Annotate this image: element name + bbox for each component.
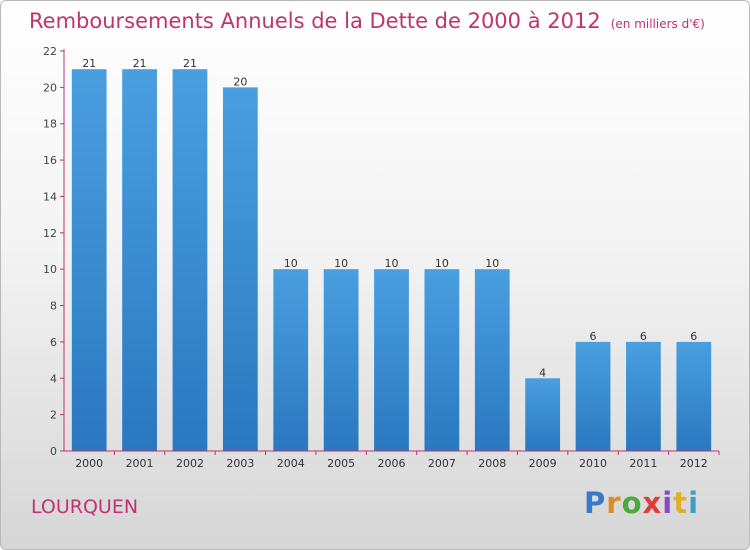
bar-2011: [626, 341, 661, 451]
x-tick-label: 2007: [428, 457, 456, 470]
chart-title-text: Remboursements Annuels de la Dette de 20…: [29, 9, 601, 33]
logo-letter: t: [673, 486, 689, 520]
y-tick-label: 0: [50, 445, 57, 458]
bars-group: 21 21 21 20 10 10 10 10 10 4 6 6 6: [71, 57, 712, 451]
bar-value-label: 10: [284, 257, 298, 270]
bar-value-label: 10: [385, 257, 399, 270]
bar-2004: [273, 269, 309, 451]
bar-value-label: 10: [435, 257, 449, 270]
logo-letter: P: [584, 486, 607, 520]
y-tick-label: 20: [43, 81, 57, 94]
y-tick-label: 6: [50, 336, 57, 349]
bar-2005: [323, 269, 359, 451]
bar-2000: [71, 69, 107, 451]
x-tick-label: 2010: [579, 457, 607, 470]
x-tick-label: 2006: [378, 457, 406, 470]
bar-value-label: 4: [539, 366, 546, 379]
logo-letter: x: [642, 486, 663, 520]
x-tick-label: 2012: [680, 457, 708, 470]
x-tick-label: 2002: [176, 457, 204, 470]
y-tick-label: 14: [43, 190, 57, 203]
x-axis: 2000 2001 2002 2003 2004 2005 2006 2007 2008 2009…: [64, 450, 720, 470]
chart-title: Remboursements Annuels de la Dette de 20…: [29, 9, 705, 33]
y-axis: 0 2 4 6 8 10 12 14 16 18 20 22: [43, 45, 65, 458]
proxiti-logo: Proxiti: [584, 486, 699, 520]
x-tick-label: 2000: [75, 457, 103, 470]
logo-letter: i: [662, 486, 674, 520]
bar-2009: [525, 378, 561, 451]
y-tick-label: 12: [43, 227, 57, 240]
y-tick-label: 16: [43, 154, 57, 167]
bar-value-label: 21: [82, 57, 96, 70]
bar-value-label: 10: [334, 257, 348, 270]
y-tick-label: 18: [43, 118, 57, 131]
logo-letter: o: [621, 486, 643, 520]
bar-2001: [122, 69, 157, 451]
bar-value-label: 10: [485, 257, 499, 270]
bar-value-label: 20: [233, 75, 247, 88]
bar-value-label: 6: [690, 330, 697, 343]
bar-2002: [172, 69, 208, 451]
y-tick-label: 10: [43, 263, 57, 276]
bar-2007: [424, 269, 460, 451]
bar-value-label: 21: [133, 57, 147, 70]
x-tick-label: 2001: [126, 457, 154, 470]
x-tick-label: 2003: [226, 457, 254, 470]
bar-value-label: 6: [640, 330, 647, 343]
bar-2006: [374, 269, 409, 451]
bar-value-label: 21: [183, 57, 197, 70]
chart-subtitle: (en milliers d'€): [610, 17, 705, 31]
bar-2003: [222, 87, 258, 451]
y-tick-label: 2: [50, 409, 57, 422]
y-tick-label: 8: [50, 300, 57, 313]
x-tick-label: 2011: [629, 457, 657, 470]
logo-letter: i: [688, 486, 700, 520]
x-tick-label: 2009: [529, 457, 557, 470]
y-tick-label: 22: [43, 45, 57, 58]
x-tick-label: 2004: [277, 457, 305, 470]
bar-2010: [575, 341, 611, 451]
bar-2012: [676, 341, 712, 451]
bar-value-label: 6: [590, 330, 597, 343]
bar-2008: [474, 269, 510, 451]
logo-letter: r: [606, 486, 622, 520]
x-tick-label: 2008: [478, 457, 506, 470]
commune-name: LOURQUEN: [31, 496, 139, 518]
x-tick-label: 2005: [327, 457, 355, 470]
y-tick-label: 4: [50, 372, 57, 385]
